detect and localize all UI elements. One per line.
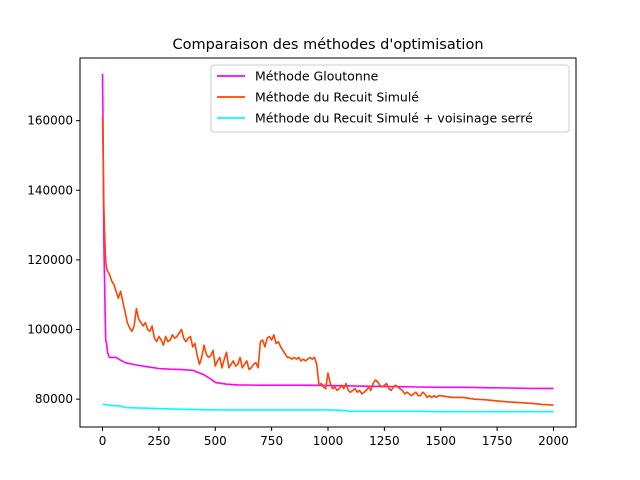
legend-label-2: Méthode du Recuit Simulé (255, 90, 419, 105)
x-tick-label: 1250 (369, 434, 400, 448)
legend-label-1: Méthode Gloutonne (255, 69, 379, 84)
legend-label-3: Méthode du Recuit Simulé + voisinage ser… (255, 111, 533, 126)
y-tick-label: 140000 (27, 183, 73, 197)
x-tick-label: 1000 (313, 434, 344, 448)
y-tick-label: 80000 (35, 392, 73, 406)
x-tick-label: 2000 (538, 434, 569, 448)
x-tick-label: 750 (260, 434, 283, 448)
series-layer (101, 73, 554, 413)
chart-title: Comparaison des méthodes d'optimisation (172, 37, 483, 53)
series-line-2 (101, 117, 554, 406)
y-tick-label: 100000 (27, 323, 73, 337)
x-tick-label: 250 (147, 434, 170, 448)
x-axis: 0 250 500 750 1000 1250 1500 1750 2000 (99, 427, 569, 448)
legend-box (210, 64, 570, 133)
series-line-1 (101, 73, 554, 390)
legend-entries: Méthode Gloutonne Méthode du Recuit Simul… (217, 69, 533, 126)
x-tick-label: 1500 (425, 434, 456, 448)
x-tick-label: 500 (204, 434, 227, 448)
plot-area: 0 250 500 750 1000 1250 1500 1750 2000 80000 1000… (27, 57, 577, 448)
y-axis: 80000 100000 120000 140000 160000 (27, 114, 80, 406)
legend: Méthode Gloutonne Méthode du Recuit Simul… (210, 64, 570, 133)
x-tick-label: 0 (99, 434, 107, 448)
series-line-3 (102, 403, 554, 413)
y-tick-label: 120000 (27, 253, 73, 267)
x-tick-label: 1750 (482, 434, 513, 448)
y-tick-label: 160000 (27, 114, 73, 128)
